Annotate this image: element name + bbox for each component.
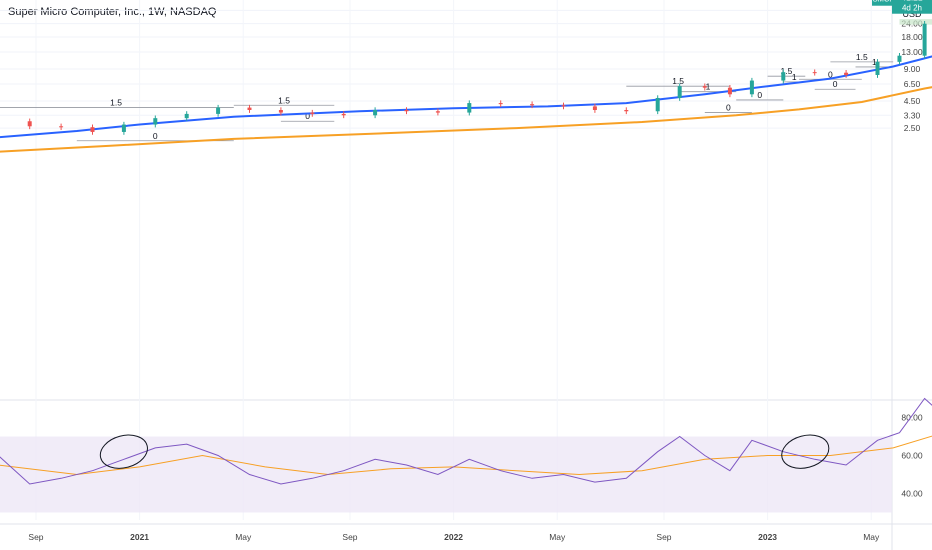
fib-history-label: 1 xyxy=(706,82,711,92)
y-tick-label: 9.00 xyxy=(904,64,921,74)
rsi-line xyxy=(0,397,932,485)
x-tick-label: 2021 xyxy=(130,532,149,542)
fib-history-label: 0 xyxy=(726,103,731,113)
y-tick-label: 3.30 xyxy=(904,110,921,120)
y-tick-label: 13.00 xyxy=(901,47,923,57)
last-price-badge xyxy=(892,0,932,14)
candle-body xyxy=(812,72,817,74)
fib-history-label: 0 xyxy=(305,111,310,121)
x-tick-label: May xyxy=(549,532,566,542)
y-tick-label: 2.50 xyxy=(904,123,921,133)
candle-body xyxy=(467,103,472,113)
candle-body xyxy=(677,86,682,98)
candle-body xyxy=(310,112,315,114)
candle-body xyxy=(530,104,535,106)
symbol-label: SMCI xyxy=(873,0,892,4)
fib-history-label: 1.5 xyxy=(110,98,122,108)
time-to-close: 4d 2h xyxy=(902,4,922,13)
fib-history-label: 0 xyxy=(833,79,838,89)
candle-body xyxy=(90,127,95,132)
candle-body xyxy=(404,110,409,112)
fib-history-label: 1.5 xyxy=(856,52,868,62)
fib-history-label: 1.5 xyxy=(278,95,290,105)
candle-body xyxy=(727,87,732,95)
rsi-annotation-ellipse xyxy=(99,434,148,469)
candle-body xyxy=(27,121,32,127)
candle-body xyxy=(655,97,660,112)
fib-history-label: 0 xyxy=(828,69,833,79)
y-tick-label: 4.50 xyxy=(904,96,921,106)
fib-history-label: 1.5 xyxy=(672,76,684,86)
candle-body xyxy=(922,23,927,56)
symbol-badge xyxy=(872,0,892,6)
candle-body xyxy=(373,110,378,116)
candle-body xyxy=(498,103,503,105)
candle-body xyxy=(749,80,754,95)
rsi-annotation-ellipse xyxy=(781,434,830,469)
x-tick-label: Sep xyxy=(342,532,357,542)
x-tick-label: May xyxy=(863,532,880,542)
x-tick-label: May xyxy=(235,532,252,542)
fib-history-label: 1 xyxy=(792,72,797,82)
candle-body xyxy=(592,106,597,111)
currency-label: USD xyxy=(902,9,922,19)
candle-body xyxy=(341,113,346,116)
candle-body xyxy=(278,110,283,113)
candle-body xyxy=(121,124,126,132)
fib-history-label: 1 xyxy=(872,57,877,67)
rsi-tick-label: 60.00 xyxy=(901,451,923,461)
candle-body xyxy=(781,72,786,81)
fib-history-label: 1.5 xyxy=(781,66,793,76)
x-tick-label: Sep xyxy=(656,532,671,542)
fib-history-label: 0 xyxy=(153,131,158,141)
candle-body xyxy=(844,72,849,75)
chart-title: Super Micro Computer, Inc., 1W, NASDAQ xyxy=(8,6,217,18)
candle-body xyxy=(184,113,189,119)
support-zone xyxy=(899,19,932,25)
x-tick-label: 2023 xyxy=(758,532,777,542)
candle-body xyxy=(153,118,158,125)
candle-body xyxy=(247,107,252,111)
y-tick-label: 18.00 xyxy=(901,32,923,42)
candle-body xyxy=(59,126,64,128)
rsi-tick-label: 80.00 xyxy=(901,413,923,423)
candle-body xyxy=(561,105,566,107)
ma50-line xyxy=(0,55,932,139)
ma200-line xyxy=(0,86,932,153)
x-tick-label: Sep xyxy=(28,532,43,542)
candle-body xyxy=(435,111,440,113)
rsi-tick-label: 40.00 xyxy=(901,489,923,499)
last-price-value: 41.21 xyxy=(901,0,923,3)
candle-body xyxy=(702,86,707,88)
y-tick-label: 6.50 xyxy=(904,79,921,89)
candle-body xyxy=(624,110,629,112)
x-tick-label: 2022 xyxy=(444,532,463,542)
candle-body xyxy=(897,55,902,62)
candle-body xyxy=(216,107,221,114)
rsi-band xyxy=(0,436,892,513)
fib-history-label: 0 xyxy=(757,90,762,100)
candle-body xyxy=(875,61,880,75)
